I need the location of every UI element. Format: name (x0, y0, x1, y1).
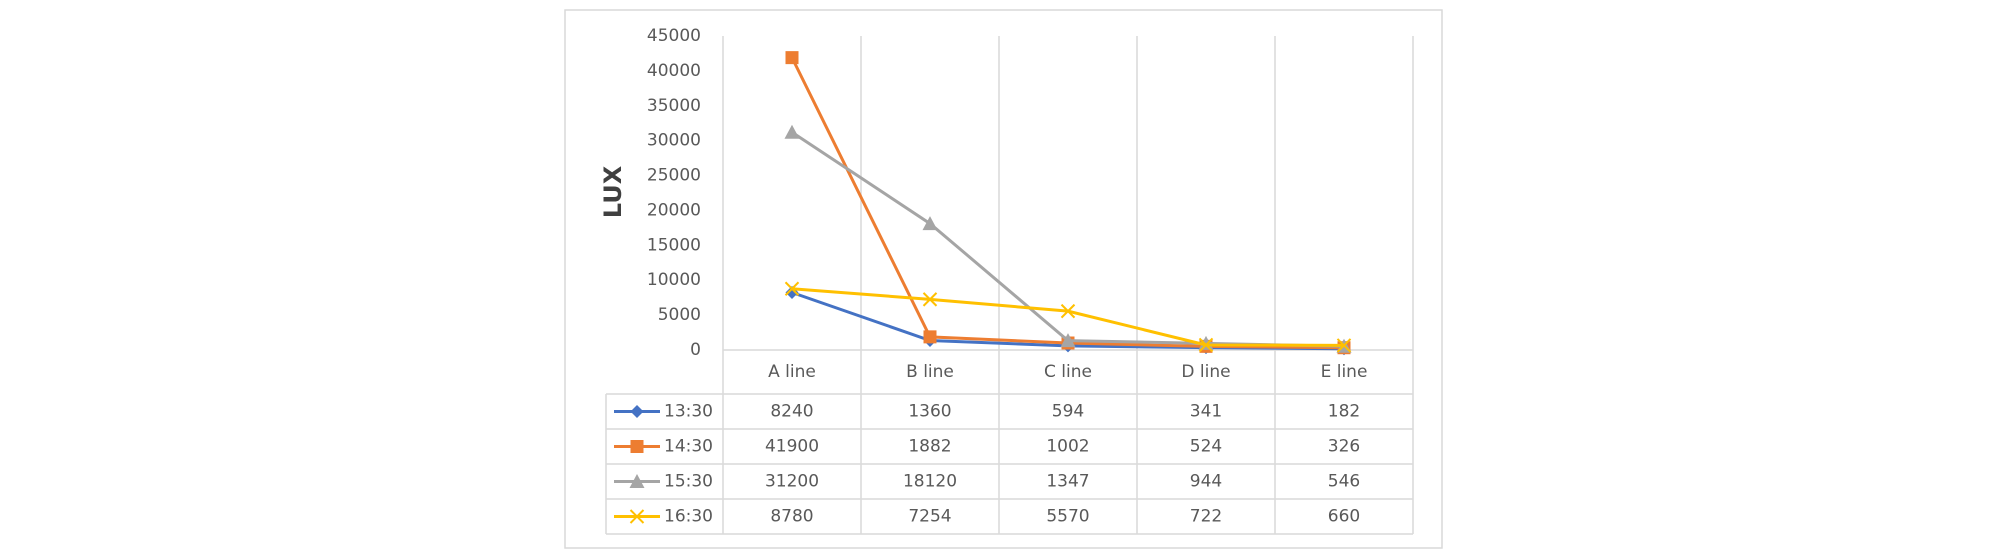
y-tick-label: 35000 (647, 96, 701, 116)
table-cell: 7254 (908, 507, 951, 527)
table-cell: 326 (1328, 437, 1360, 457)
y-tick-label: 40000 (647, 61, 701, 81)
table-cell: 722 (1190, 507, 1222, 527)
table-cell: 1882 (908, 437, 951, 457)
marker (629, 474, 645, 488)
table-cell: 8240 (770, 402, 813, 422)
table-cell: 944 (1190, 472, 1222, 492)
legend-label: 16:30 (664, 507, 713, 527)
table-cell: 31200 (765, 472, 819, 492)
table-cell: 660 (1328, 507, 1360, 527)
x-tick-label: C line (1044, 362, 1092, 382)
y-tick-label: 5000 (658, 305, 701, 325)
y-tick-label: 45000 (647, 26, 701, 46)
marker (1198, 337, 1214, 353)
table-cell: 8780 (770, 507, 813, 527)
table-cell: 18120 (903, 472, 957, 492)
table-cell: 594 (1052, 402, 1084, 422)
table-cell: 341 (1190, 402, 1222, 422)
y-tick-label: 25000 (647, 166, 701, 186)
marker (922, 216, 938, 231)
y-tick-label: 10000 (647, 270, 701, 290)
marker (922, 292, 938, 307)
x-tick-label: D line (1181, 362, 1230, 382)
marker (784, 281, 800, 296)
legend-label: 15:30 (664, 472, 713, 492)
table-cell: 41900 (765, 437, 819, 457)
y-tick-label: 20000 (647, 200, 701, 220)
y-tick-label: 30000 (647, 131, 701, 151)
legend-label: 13:30 (664, 402, 713, 422)
table-cell: 182 (1328, 402, 1360, 422)
x-tick-label: E line (1321, 362, 1368, 382)
table-cell: 546 (1328, 472, 1360, 492)
marker (629, 509, 645, 524)
y-axis-title: LUX (599, 165, 627, 218)
table-cell: 1360 (908, 402, 951, 422)
marker (630, 405, 644, 418)
marker (784, 124, 800, 139)
marker (923, 330, 937, 344)
marker (785, 51, 799, 65)
table-cell: 1347 (1046, 472, 1089, 492)
table-cell: 1002 (1046, 437, 1089, 457)
chart-frame (564, 9, 1443, 549)
table-cell: 5570 (1046, 507, 1089, 527)
x-tick-label: A line (768, 362, 816, 382)
marker (630, 440, 644, 453)
legend-label: 14:30 (664, 437, 713, 457)
y-tick-label: 15000 (647, 235, 701, 255)
y-tick-label: 0 (690, 340, 701, 360)
x-tick-label: B line (906, 362, 954, 382)
marker (1060, 303, 1076, 319)
marker (1336, 338, 1352, 353)
table-cell: 524 (1190, 437, 1222, 457)
marker (1060, 333, 1076, 348)
